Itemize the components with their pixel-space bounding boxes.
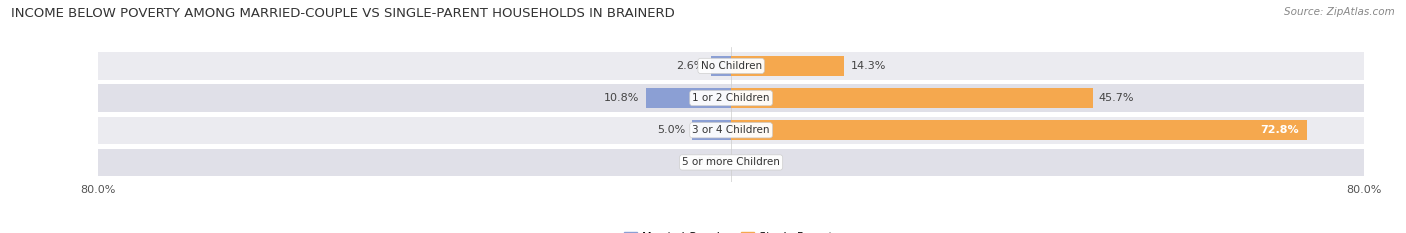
Bar bbox=[731, 56, 844, 76]
Bar bbox=[710, 56, 731, 76]
Text: No Children: No Children bbox=[700, 61, 762, 71]
Bar bbox=[731, 120, 1308, 140]
Text: Source: ZipAtlas.com: Source: ZipAtlas.com bbox=[1284, 7, 1395, 17]
Bar bbox=[692, 120, 731, 140]
Text: 5.0%: 5.0% bbox=[657, 125, 685, 135]
Bar bbox=[731, 88, 1092, 108]
Text: 5 or more Children: 5 or more Children bbox=[682, 158, 780, 168]
Text: 2.6%: 2.6% bbox=[676, 61, 704, 71]
Text: INCOME BELOW POVERTY AMONG MARRIED-COUPLE VS SINGLE-PARENT HOUSEHOLDS IN BRAINER: INCOME BELOW POVERTY AMONG MARRIED-COUPL… bbox=[11, 7, 675, 20]
Bar bbox=[98, 149, 1364, 176]
Text: 14.3%: 14.3% bbox=[851, 61, 886, 71]
Bar bbox=[645, 88, 731, 108]
Legend: Married Couples, Single Parents: Married Couples, Single Parents bbox=[620, 227, 842, 233]
Bar bbox=[98, 84, 1364, 112]
Bar bbox=[98, 116, 1364, 144]
Text: 3 or 4 Children: 3 or 4 Children bbox=[692, 125, 770, 135]
Text: 10.8%: 10.8% bbox=[605, 93, 640, 103]
Bar bbox=[98, 52, 1364, 80]
Text: 0.0%: 0.0% bbox=[737, 158, 766, 168]
Text: 0.0%: 0.0% bbox=[696, 158, 725, 168]
Text: 72.8%: 72.8% bbox=[1260, 125, 1299, 135]
Text: 45.7%: 45.7% bbox=[1099, 93, 1135, 103]
Text: 1 or 2 Children: 1 or 2 Children bbox=[692, 93, 770, 103]
